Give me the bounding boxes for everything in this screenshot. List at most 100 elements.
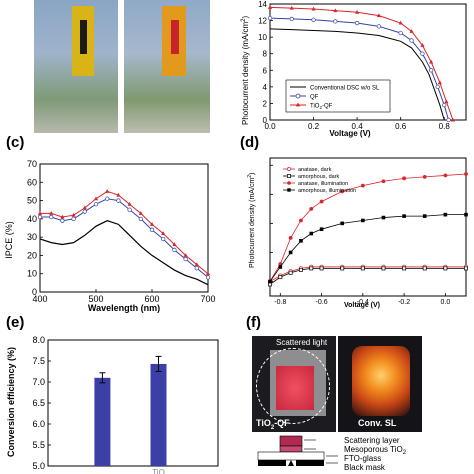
chart-b-point xyxy=(398,20,403,25)
chart-d-point xyxy=(278,265,283,269)
chart-b-point xyxy=(267,5,273,9)
chart-d-point xyxy=(288,250,293,255)
chart-c-ylabel: IPCE (%) xyxy=(4,221,14,259)
chart-c-point xyxy=(116,198,121,203)
chart-c-point xyxy=(49,211,54,215)
chart-d-point xyxy=(443,266,448,271)
chart-e-ytick-label: 5.5 xyxy=(32,440,45,450)
dsc-active-area-dark xyxy=(80,20,87,54)
chart-c-point xyxy=(49,214,54,220)
legend-tio2qf-label: TiO2-QF xyxy=(310,104,333,111)
chart-e-ytick-label: 6.5 xyxy=(32,398,45,408)
chart-c-point xyxy=(149,222,155,226)
black-mask-right xyxy=(296,460,324,466)
chart-d-point xyxy=(422,266,427,271)
chart-d-xtick-label: -0.8 xyxy=(274,299,286,306)
legend-marker-tio2qf xyxy=(295,102,301,107)
chart-d-xlabel: Voltage (V) xyxy=(344,302,380,309)
chart-b-plot: 0 2 4 6 8 10 12 14 0.0 0.2 0.4 0.6 0.8 xyxy=(258,0,467,131)
chart-c-xtick-label: 600 xyxy=(144,294,159,304)
legend-qf-label: QF xyxy=(310,95,319,101)
chart-b-series-line-0 xyxy=(269,28,445,121)
conv-sl-caption: Conv. SL xyxy=(358,418,397,428)
chart-d: -0.8 -0.6 -0.4 -0.2 0.0 Photocurrent density… xyxy=(247,157,469,309)
chart-c-xtick-label: 700 xyxy=(200,294,215,304)
chart-b-point xyxy=(409,29,414,33)
chart-e-plot: 5.0 5.5 6.0 6.5 7.0 7.5 8.0 TiO xyxy=(32,335,219,474)
chart-c-xlabel: Wavelength (nm) xyxy=(88,303,160,313)
chart-e-frame xyxy=(47,339,219,467)
device-schematic: Scattering layer Mesoporous TiO2 FTO-gla… xyxy=(257,435,407,472)
scattered-light-label: Scattered light xyxy=(276,338,328,347)
chart-d-point xyxy=(464,212,468,217)
chart-b-point xyxy=(435,84,440,90)
chart-c-point xyxy=(161,231,166,235)
chart-c-point xyxy=(183,256,188,262)
chart-c-point xyxy=(71,212,76,217)
photo-tio2-qf-scattering: Scattered light TiO2-QF xyxy=(252,336,336,432)
chart-b-frame xyxy=(269,3,467,121)
chart-e-ytick-label: 6.0 xyxy=(32,419,45,429)
chart-e-bar xyxy=(150,363,167,466)
chart-c-point xyxy=(116,192,121,197)
chart-c-point xyxy=(205,271,211,276)
legend-marker-anatase-dark xyxy=(287,167,291,171)
chart-b-point xyxy=(333,19,338,24)
chart-d-point xyxy=(422,174,427,179)
chart-b-xtick-label: 0.4 xyxy=(352,122,364,131)
chart-b-xtick-label: 0.8 xyxy=(439,122,451,131)
chart-d-point xyxy=(340,189,345,194)
chart-b-point xyxy=(355,9,360,14)
chart-d-point xyxy=(309,231,314,236)
chart-c-point xyxy=(71,216,76,222)
layer-label-fto: FTO-glass xyxy=(344,454,381,463)
chart-b-point xyxy=(267,15,273,21)
chart-c-xtick-label: 400 xyxy=(32,294,47,304)
chart-b-ytick-label: 14 xyxy=(258,0,267,9)
tio2-qf-caption: TiO2-QF xyxy=(256,418,290,431)
chart-c-point xyxy=(127,207,132,212)
chart-d-point xyxy=(299,218,303,223)
chart-d-point xyxy=(288,270,293,275)
legend-anatase-illum-label: anatase, illumination xyxy=(298,181,348,187)
chart-e-ytick-label: 7.0 xyxy=(32,377,45,387)
layer-label-scattering: Scattering layer xyxy=(344,436,400,445)
chart-d-point xyxy=(402,266,407,271)
layer-label-mesoporous: Mesoporous TiO2 xyxy=(344,445,407,456)
chart-d-point xyxy=(299,239,303,243)
chart-b-ytick-label: 6 xyxy=(263,66,268,75)
chart-b-point xyxy=(333,8,338,13)
legend-marker-amorphous-dark xyxy=(287,174,291,178)
chart-b-point xyxy=(289,16,294,22)
chart-d-xtick-label: -0.6 xyxy=(316,299,328,306)
chart-e: 5.0 5.5 6.0 6.5 7.0 7.5 8.0 TiO Conversion effi… xyxy=(6,335,219,474)
chart-d-ylabel: Photocurrent density (mA/cm2) xyxy=(247,173,256,268)
chart-c-ytick-label: 30 xyxy=(27,232,37,242)
chart-d-point xyxy=(361,218,365,223)
chart-b-point xyxy=(354,20,360,26)
legend-marker-anatase-illum xyxy=(287,181,291,185)
panel-label-c: (c) xyxy=(6,134,25,151)
layer-label-mask: Black mask xyxy=(344,463,386,472)
chart-e-ytick-label: 5.0 xyxy=(32,461,45,471)
chart-b-point xyxy=(311,6,316,11)
chart-c-point xyxy=(149,227,155,232)
chart-d-frame xyxy=(269,157,467,297)
chart-c-point xyxy=(82,209,87,214)
chart-c-ytick-label: 70 xyxy=(27,159,37,169)
chart-c-ytick-label: 60 xyxy=(27,177,37,187)
chart-d-point xyxy=(360,183,365,188)
chart-b-ylabel: Photocurrent density (mA/cm2) xyxy=(241,16,250,126)
chart-c-point xyxy=(205,275,211,280)
chart-d-point xyxy=(319,199,324,204)
chart-b-point xyxy=(437,80,442,85)
light-arrow-icon xyxy=(288,460,294,466)
panel-label-f: (f) xyxy=(246,314,261,331)
chart-d-point xyxy=(298,267,303,272)
chart-d-point xyxy=(360,266,365,271)
chart-c-point xyxy=(161,236,166,242)
legend-conv-label: Conventional DSC w/o SL xyxy=(310,86,380,92)
chart-b-ytick-label: 2 xyxy=(263,99,268,108)
orange-glow xyxy=(352,346,410,416)
dsc-active-area-red xyxy=(171,20,179,54)
